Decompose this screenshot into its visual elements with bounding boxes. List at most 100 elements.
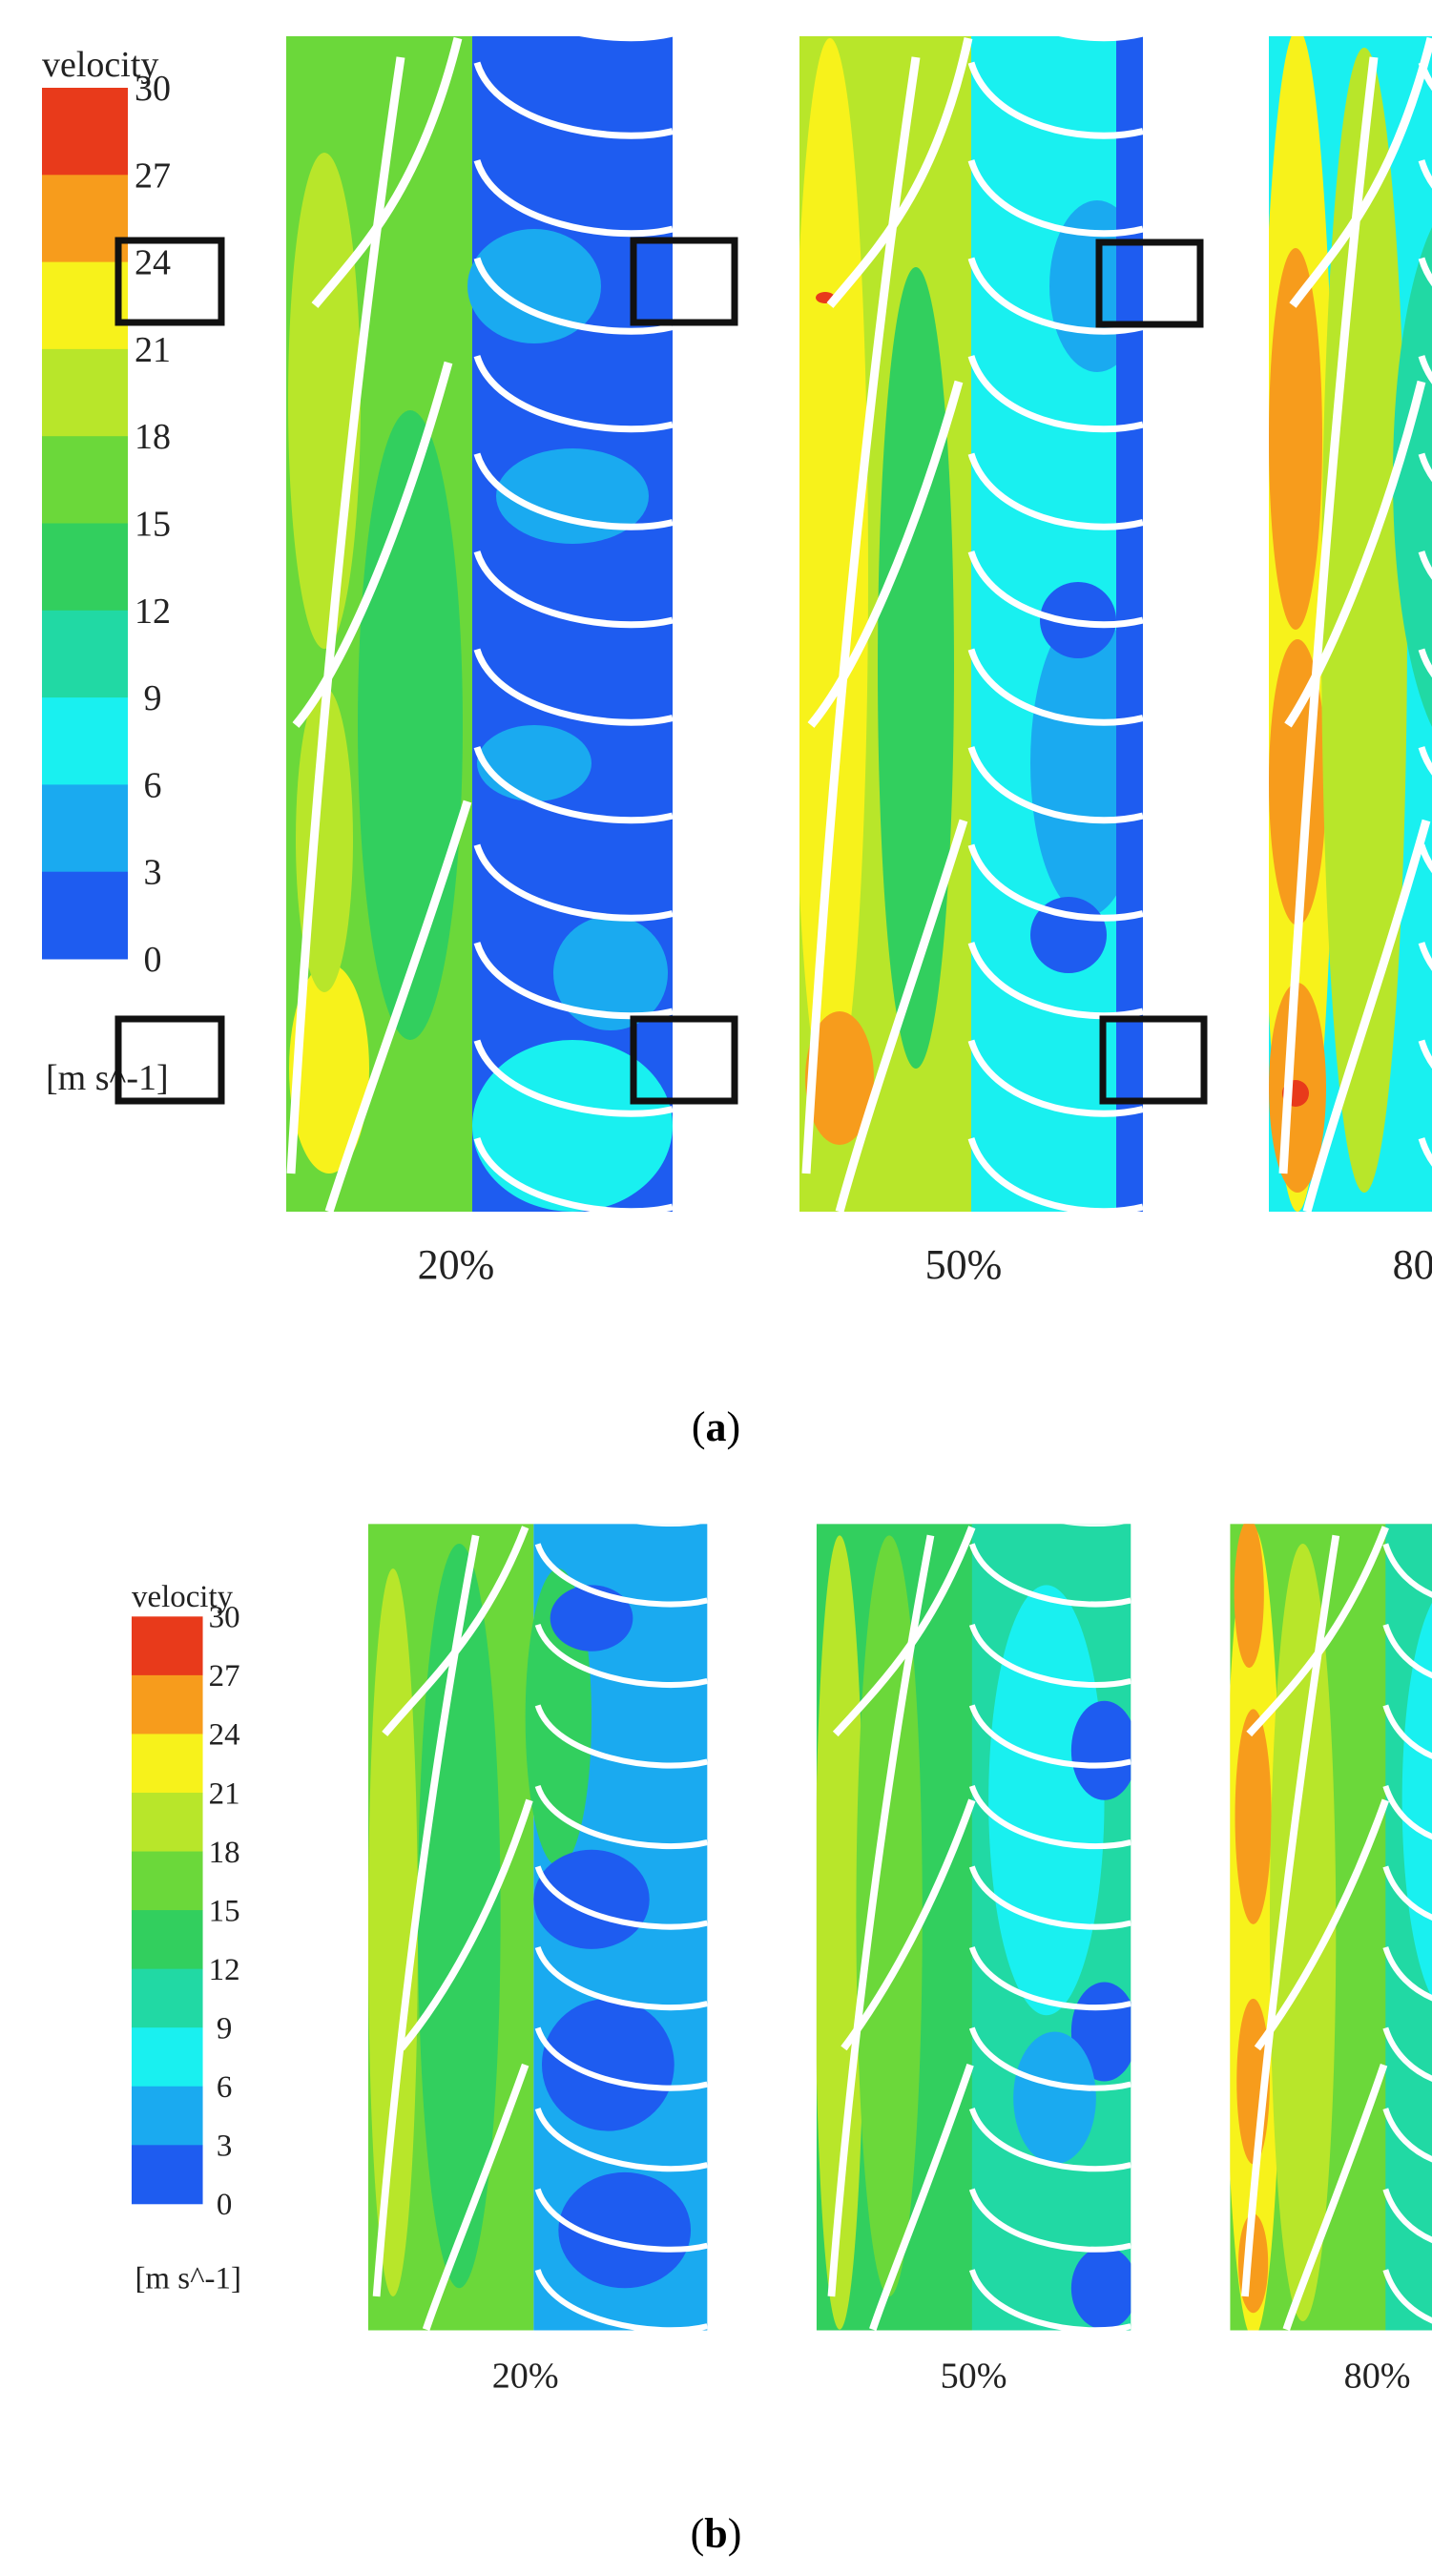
runner-blade (473, 843, 673, 922)
runner-blade (1418, 257, 1432, 286)
runner-blade (968, 2269, 1131, 2331)
runner-blade (534, 1623, 708, 1689)
runner-blade (473, 1137, 673, 1212)
runner-blade (967, 61, 1143, 139)
runner-blade (1382, 2108, 1432, 2163)
colorbar-band (131, 2086, 203, 2146)
colorbar (42, 88, 128, 960)
runner-blade (967, 159, 1143, 238)
runner-blade (1422, 0, 1432, 38)
runner-blade (968, 1865, 1131, 1930)
colorbar-tick-label: 12 (135, 592, 171, 632)
legend-unit: [m s^-1] (46, 1058, 169, 1098)
colorbar-tick-label: 30 (209, 1601, 240, 1635)
colorbar-band (131, 1734, 203, 1794)
runner-blade (1418, 746, 1432, 776)
colorbar-tick-label: 24 (209, 1718, 240, 1753)
velocity-map-20 (286, 36, 673, 1212)
colorbar-tick-label: 0 (217, 2188, 232, 2222)
map-label-20: 20% (492, 2356, 559, 2396)
colorbar-band (42, 523, 128, 612)
map-label-80: 80% (1344, 2356, 1411, 2396)
runner-blade (1418, 942, 1432, 971)
runner-blade (534, 1543, 708, 1608)
runner-blade (968, 1543, 1131, 1608)
colorbar-tick-label: 3 (144, 853, 162, 893)
velocity-map-20 (367, 1524, 708, 2331)
colorbar-tick-label: 9 (217, 2011, 232, 2046)
colorbar-band (131, 1968, 203, 2028)
runner-blade (1382, 2026, 1432, 2082)
map-label-50: 50% (925, 1241, 1003, 1288)
legend-unit: [m s^-1] (135, 2261, 241, 2296)
colorbar-band (42, 610, 128, 698)
colorbar-band (131, 2145, 203, 2205)
runner-blade (534, 1945, 708, 2011)
colorbar-tick-label: 21 (209, 1776, 240, 1811)
colorbar-band (131, 1674, 203, 1735)
velocity-map-50 (799, 36, 1143, 1212)
velocity-map-50 (816, 1524, 1131, 2331)
runner-blade (473, 648, 673, 726)
colorbar-band (131, 1792, 203, 1852)
colorbar-tick-label: 6 (144, 765, 162, 805)
runner-blade (1059, 36, 1143, 42)
colorbar-band (131, 1910, 203, 1970)
runner-blade (968, 2108, 1131, 2172)
runner-blade (968, 1945, 1131, 2011)
runner-blade (473, 355, 673, 433)
runner-blade (473, 746, 673, 824)
colorbar-tick-label: 18 (209, 1836, 240, 1870)
colorbar-tick-label: 0 (144, 940, 162, 980)
colorbar-band (131, 2027, 203, 2088)
runner-blade (579, 36, 673, 42)
runner-blade (967, 257, 1143, 335)
legend-title: velocity (42, 45, 158, 85)
runner-blade (967, 746, 1143, 824)
colorbar-band (42, 697, 128, 785)
runner-blade (1382, 1946, 1432, 2002)
runner-blade (967, 1039, 1143, 1117)
runner-blade (473, 551, 673, 629)
runner-blade (1418, 61, 1432, 91)
runner-blade (967, 355, 1143, 433)
caption-a: (a) (691, 1403, 741, 1450)
runner-blade (1062, 1524, 1126, 1527)
runner-blade (968, 1784, 1131, 1850)
caption-letter-b: b (704, 2510, 728, 2557)
runner-blade (1382, 1623, 1432, 1679)
runner-blade (968, 2188, 1131, 2253)
runner-blade (473, 1039, 673, 1117)
runner-blade (967, 843, 1143, 922)
caption-letter-a: a (705, 1403, 727, 1450)
runner-blade (967, 942, 1143, 1020)
runner-blade (1382, 2269, 1432, 2324)
colorbar-band (131, 1851, 203, 1911)
colorbar-tick-label: 9 (144, 678, 162, 718)
colorbar-tick-label: 21 (135, 330, 171, 370)
runner-blade (968, 1623, 1131, 1689)
runner-blade (534, 1865, 708, 1930)
colorbar-band (42, 88, 128, 176)
runner-blade (534, 2269, 708, 2331)
colorbar-band (42, 261, 128, 350)
colorbar-tick-label: 27 (209, 1659, 240, 1693)
colorbar-tick-label: 6 (217, 2070, 232, 2105)
colorbar-tick-label: 3 (217, 2129, 232, 2164)
colorbar-band (42, 348, 128, 437)
runner-blade (1382, 1704, 1432, 1759)
runner-blade (1382, 2188, 1432, 2243)
colorbar-tick-label: 12 (209, 1953, 240, 1987)
runner-blade (967, 1137, 1143, 1212)
colorbar-band (42, 784, 128, 873)
runner-blade (534, 2107, 708, 2172)
runner-blade (1418, 355, 1432, 384)
runner-blade (968, 1704, 1131, 1769)
runner-blade (1418, 1039, 1432, 1069)
runner-blade (1418, 1137, 1432, 1167)
runner-blade (1382, 1543, 1432, 1598)
